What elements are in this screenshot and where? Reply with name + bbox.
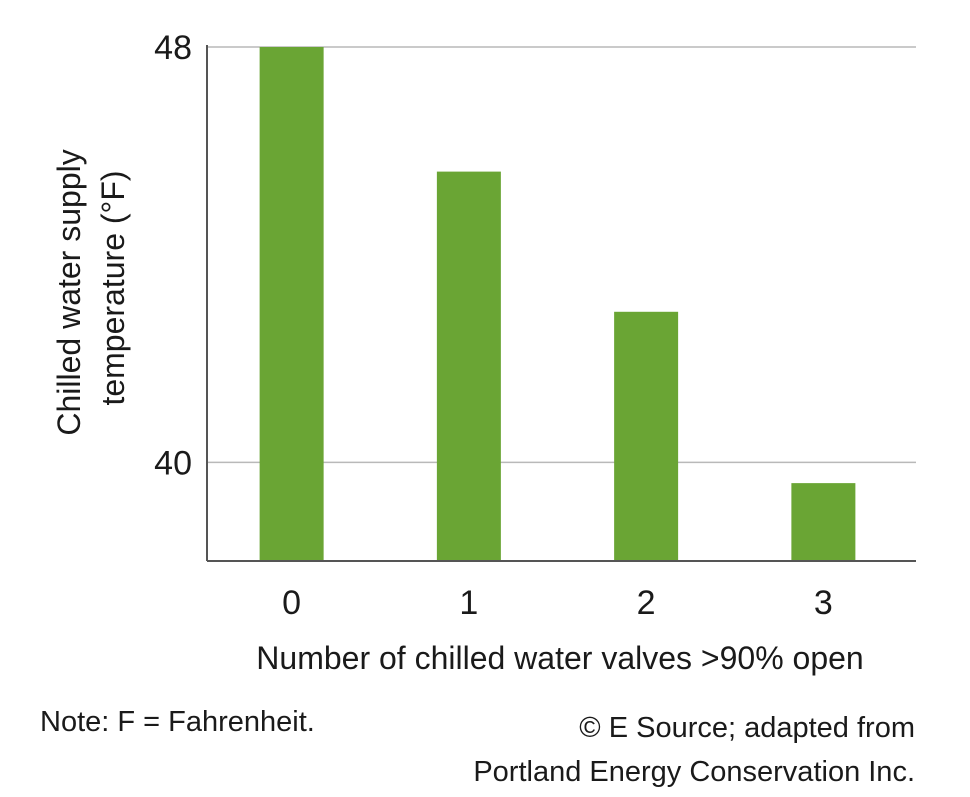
y-tick-label-40: 40 [154,444,192,482]
bar-2 [614,311,679,561]
bars [259,47,856,561]
y-axis-title: Chilled water supply temperature (°F) [51,140,131,435]
footnote: Note: F = Fahrenheit. [40,706,315,738]
source-credit-line-2: Portland Energy Conservation Inc. [473,756,915,788]
source-credit: © E Source; adapted from Portland Energy… [473,706,915,794]
x-tick-label-0: 0 [282,584,301,622]
gridlines [207,46,916,464]
x-tick-label-2: 2 [637,584,656,622]
x-tick-label-1: 1 [459,584,478,622]
y-axis-title-line-1: Chilled water supply [51,149,87,435]
bar-0 [259,47,324,561]
y-tick-label-48: 48 [154,29,192,67]
bar-chart: 40 48 0 1 2 3 Number of chilled water valves… [51,29,916,676]
bar-3 [791,483,856,561]
x-tick-label-3: 3 [814,584,833,622]
source-credit-line-1: © E Source; adapted from [579,712,915,744]
x-tick-labels: 0 1 2 3 [282,584,833,622]
bar-1 [436,171,501,561]
x-axis-title: Number of chilled water valves >90% open [256,640,863,676]
y-axis-title-line-2: temperature (°F) [95,170,131,405]
y-tick-labels: 40 48 [154,29,192,482]
